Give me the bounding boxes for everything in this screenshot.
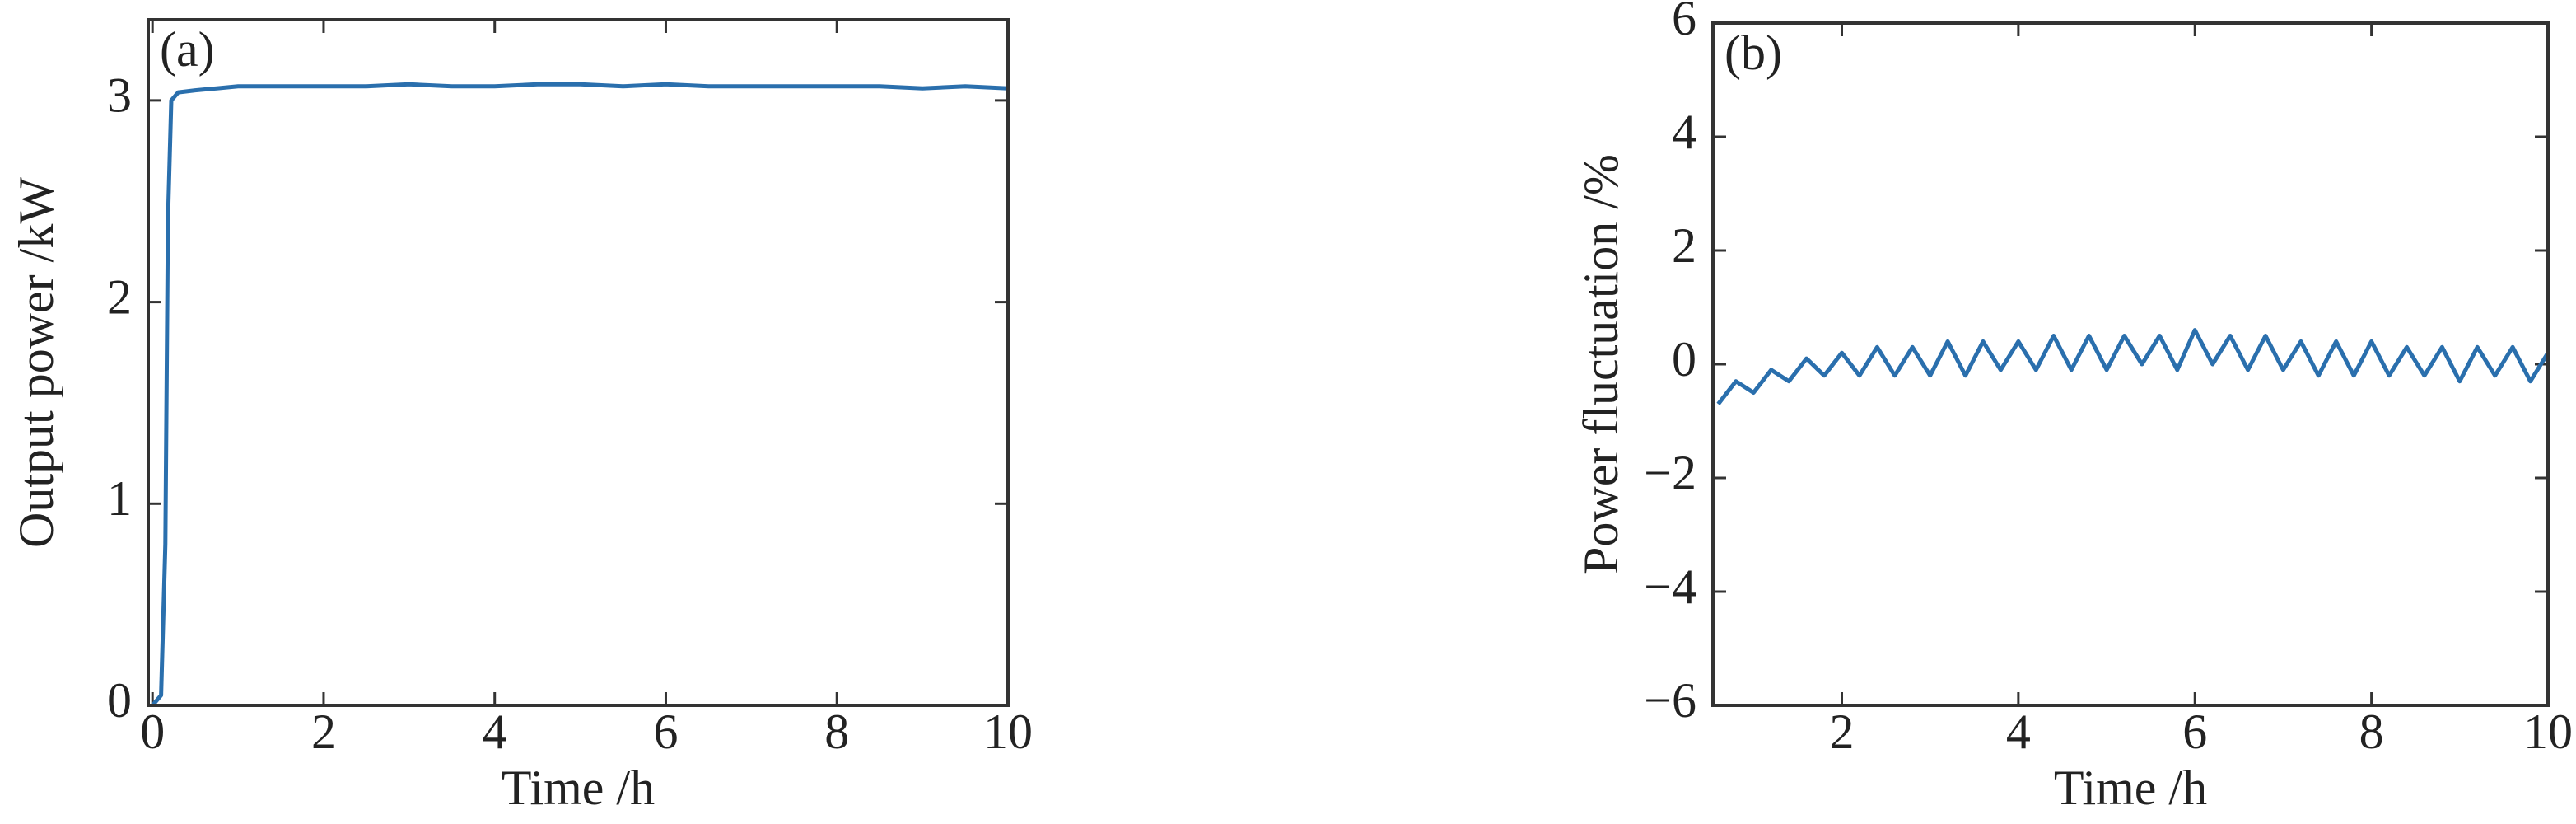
y-tick-label: 6 [1672,0,1696,45]
y-tick-label: −6 [1644,673,1696,728]
x-tick-label: 10 [983,705,1033,759]
y-tick-label: 1 [107,471,132,526]
data-line [151,82,1009,707]
y-tick-label: 2 [1672,218,1696,273]
panel-label: (b) [1724,26,1782,80]
x-tick-label: 10 [2523,705,2573,759]
x-tick-label: 2 [311,705,336,759]
x-axis-label: Time /h [502,761,655,815]
y-axis-label: Power fluctuation /% [1574,154,1628,574]
y-tick-label: 3 [107,68,132,123]
panel-label: (a) [160,22,215,77]
y-tick-label: 2 [107,269,132,324]
x-tick-label: 4 [483,705,507,759]
x-tick-label: 6 [653,705,678,759]
y-axis-label: Output power /kW [9,177,63,548]
x-tick-label: 2 [1829,705,1854,759]
plot-frame [147,18,1010,707]
y-tick-label: 4 [1672,105,1696,159]
x-tick-label: 8 [824,705,849,759]
y-tick-label: 0 [107,673,132,728]
x-tick-label: 4 [2006,705,2031,759]
y-tick-label: 0 [1672,332,1696,386]
x-tick-label: 6 [2182,705,2207,759]
y-tick-label: −4 [1644,559,1696,614]
x-tick-label: 8 [2359,705,2384,759]
x-axis-label: Time /h [2054,761,2207,815]
y-tick-label: −2 [1644,446,1696,500]
data-line [1716,328,2550,405]
x-tick-label: 0 [140,705,165,759]
plot-frame [1711,21,2550,707]
